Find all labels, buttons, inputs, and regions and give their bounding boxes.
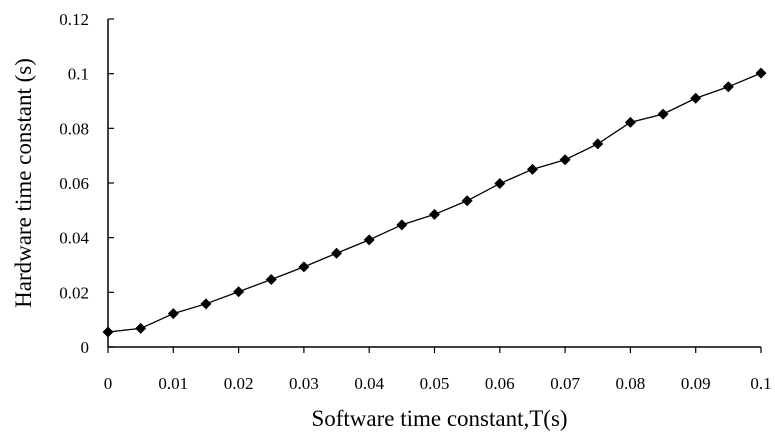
data-point-marker [526, 163, 538, 175]
y-tick-label: 0.08 [59, 119, 89, 138]
data-point-marker [592, 138, 604, 150]
x-tick-label: 0.08 [616, 374, 646, 393]
data-point-marker [233, 286, 245, 298]
y-tick-label: 0.1 [68, 65, 89, 84]
data-point-marker [102, 326, 114, 338]
x-axis-ticks: 0 0.01 0.02 0.03 0.04 0.05 0.06 0.07 0.08 0.09 0.1 [104, 347, 772, 393]
x-tick-label: 0.05 [420, 374, 450, 393]
data-point-marker [167, 308, 179, 320]
y-tick-label: 0.04 [59, 229, 89, 248]
x-axis-title: Software time constant,T(s) [311, 406, 567, 431]
data-point-marker [200, 298, 212, 310]
data-point-marker [657, 108, 669, 120]
series-group [102, 67, 767, 338]
x-tick-label: 0.04 [354, 374, 384, 393]
data-point-marker [396, 219, 408, 231]
data-point-marker [265, 273, 277, 285]
x-tick-label: 0.03 [289, 374, 319, 393]
data-point-marker [722, 81, 734, 93]
data-point-marker [429, 208, 440, 220]
data-point-marker [461, 195, 473, 207]
x-tick-label: 0.06 [485, 374, 515, 393]
x-tick-label: 0.07 [550, 374, 580, 393]
data-point-marker [494, 178, 506, 190]
y-tick-label: 0.06 [59, 174, 89, 193]
plot-area: 0 0.02 0.04 0.06 0.08 0.1 0.12 0 0.01 0.02 0.03 0.… [59, 10, 771, 393]
data-point-marker [331, 247, 343, 259]
x-tick-label: 0.01 [158, 374, 188, 393]
x-tick-label: 0 [104, 374, 113, 393]
y-axis-title: Hardware time constant (s) [11, 58, 36, 308]
data-point-marker [298, 261, 310, 273]
data-point-marker [363, 234, 375, 246]
data-point-marker [755, 67, 767, 79]
x-tick-label: 0.09 [681, 374, 711, 393]
data-point-marker [559, 154, 571, 166]
data-point-marker [624, 116, 636, 128]
y-tick-label: 0.02 [59, 283, 89, 302]
x-tick-label: 0.02 [224, 374, 254, 393]
data-point-marker [690, 92, 702, 104]
data-point-marker [135, 322, 147, 334]
y-tick-label: 0.12 [59, 10, 89, 29]
y-axis-ticks: 0 0.02 0.04 0.06 0.08 0.1 0.12 [59, 10, 114, 357]
y-tick-label: 0 [81, 338, 90, 357]
x-tick-label: 0.1 [750, 374, 771, 393]
